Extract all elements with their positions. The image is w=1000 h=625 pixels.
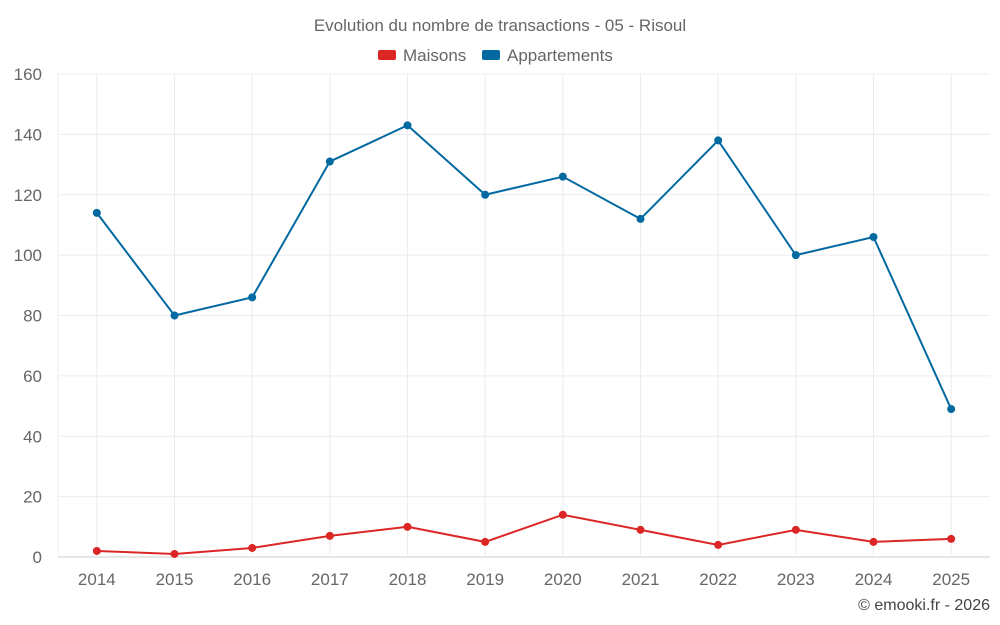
series-line-appartements xyxy=(96,124,953,410)
data-point-maisons xyxy=(791,525,800,534)
data-point-maisons xyxy=(636,525,645,534)
x-tick-label: 2018 xyxy=(389,570,427,589)
x-tick-label: 2025 xyxy=(932,570,970,589)
y-tick-label: 60 xyxy=(23,367,42,386)
data-point-appartements xyxy=(558,172,567,181)
data-point-appartements xyxy=(248,293,257,302)
x-tick-label: 2016 xyxy=(233,570,271,589)
data-point-maisons xyxy=(481,537,490,546)
data-point-appartements xyxy=(481,190,490,199)
y-tick-label: 120 xyxy=(14,186,42,205)
data-point-maisons xyxy=(325,531,334,540)
x-tick-label: 2021 xyxy=(622,570,660,589)
legend: Maisons Appartements xyxy=(378,46,613,65)
data-point-maisons xyxy=(869,537,878,546)
axes: 0 20 40 60 80 100 120 140 160 2014 2015 2016 2017 201… xyxy=(14,65,970,589)
data-point-maisons xyxy=(403,522,412,531)
legend-label-maisons: Maisons xyxy=(403,46,466,65)
legend-swatch-maisons xyxy=(378,50,396,60)
x-tick-label: 2020 xyxy=(544,570,582,589)
y-tick-label: 20 xyxy=(23,488,42,507)
y-tick-label: 100 xyxy=(14,246,42,265)
y-tick-label: 40 xyxy=(23,427,42,446)
data-point-appartements xyxy=(636,214,645,223)
data-point-maisons xyxy=(170,549,179,558)
data-point-maisons xyxy=(92,546,101,555)
data-point-maisons xyxy=(248,543,257,552)
x-tick-label: 2022 xyxy=(699,570,737,589)
series-group xyxy=(92,121,956,558)
series-line-maisons xyxy=(96,513,952,555)
x-tick-label: 2017 xyxy=(311,570,349,589)
y-tick-label: 80 xyxy=(23,307,42,326)
y-tick-label: 0 xyxy=(33,548,42,567)
x-tick-label: 2024 xyxy=(855,570,893,589)
grid xyxy=(57,73,990,558)
data-point-appartements xyxy=(92,208,101,217)
data-point-appartements xyxy=(947,405,956,414)
x-tick-label: 2023 xyxy=(777,570,815,589)
data-point-maisons xyxy=(714,540,723,549)
x-tick-label: 2015 xyxy=(156,570,194,589)
y-tick-label: 160 xyxy=(14,65,42,84)
credit-text: © emooki.fr - 2026 xyxy=(858,597,990,614)
data-point-appartements xyxy=(714,136,723,145)
data-point-appartements xyxy=(791,251,800,260)
data-point-maisons xyxy=(947,534,956,543)
chart-title: Evolution du nombre de transactions - 05… xyxy=(314,16,686,35)
data-point-appartements xyxy=(403,121,412,130)
data-point-appartements xyxy=(869,233,878,242)
legend-swatch-appartements xyxy=(482,50,500,60)
y-tick-label: 140 xyxy=(14,125,42,144)
x-tick-label: 2019 xyxy=(466,570,504,589)
data-point-appartements xyxy=(325,157,334,166)
legend-label-appartements: Appartements xyxy=(507,46,613,65)
x-tick-label: 2014 xyxy=(78,570,116,589)
data-point-maisons xyxy=(558,510,567,519)
data-point-appartements xyxy=(170,311,179,320)
